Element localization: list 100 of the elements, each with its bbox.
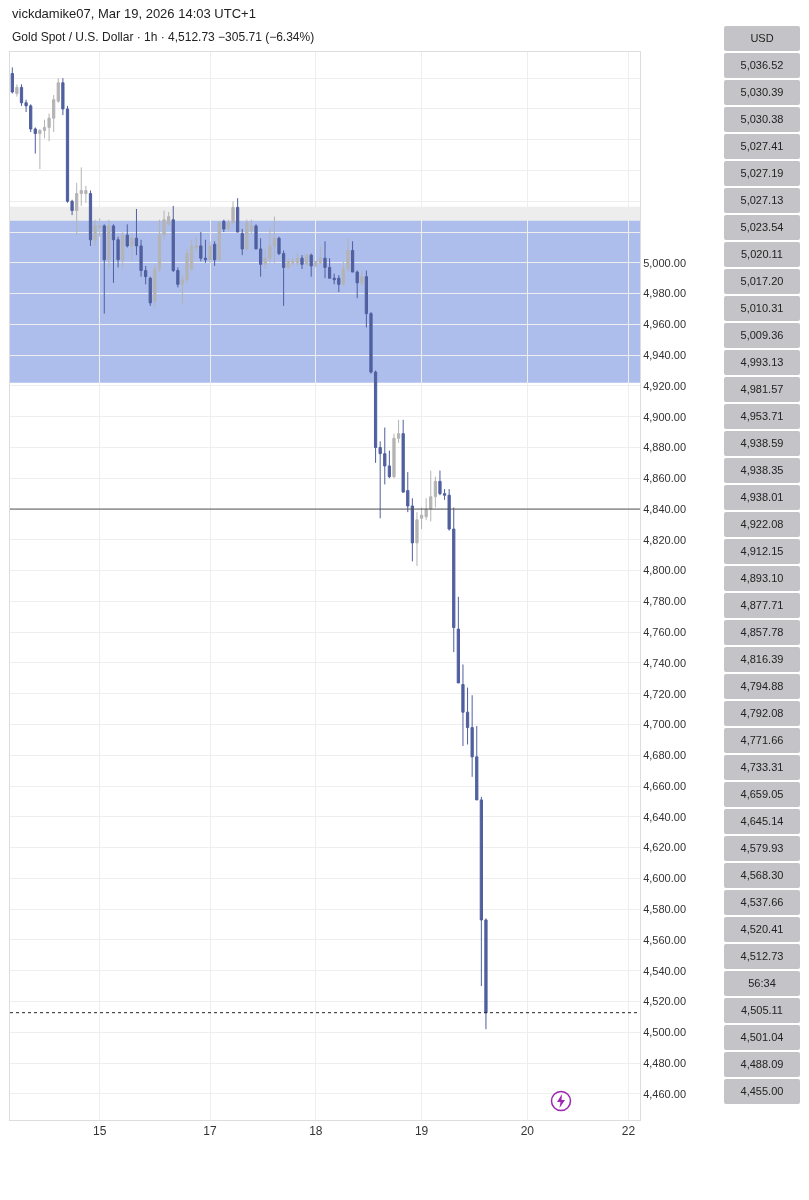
text: 4,501.04 (724, 1025, 800, 1050)
text: USD (724, 26, 800, 51)
y-tick-label: 4,740.00 (643, 656, 687, 669)
y-tick-label: 4,480.00 (643, 1056, 687, 1069)
y-tick-label: 4,500.00 (643, 1026, 687, 1039)
text: 4,877.71 (724, 593, 800, 618)
text: 4,981.57 (724, 377, 800, 402)
text: 4,455.00 (724, 1079, 800, 1104)
text: 5,027.19 (724, 161, 800, 186)
text: 5,027.13 (724, 188, 800, 213)
y-tick-label: 4,760.00 (643, 626, 687, 639)
text: 4,938.59 (724, 431, 800, 456)
y-tick-label: 4,580.00 (643, 903, 687, 916)
candlestick (15, 83, 19, 98)
x-tick-label: 22 (621, 1124, 636, 1139)
text: 4,537.66 (724, 890, 800, 915)
candlestick (148, 276, 152, 307)
y-tick-label: 4,640.00 (643, 810, 687, 823)
candlestick (429, 470, 433, 522)
candlestick (318, 245, 323, 265)
y-tick-label: 4,840.00 (643, 502, 687, 515)
chart-title: Gold Spot / U.S. Dollar · 1h · 4,512.73 −305.71 (−6.34%) (12, 30, 315, 44)
text: 4,579.93 (724, 836, 800, 861)
text: 56:34 (724, 971, 800, 996)
y-tick-label: 4,940.00 (643, 349, 687, 362)
candlestick (304, 253, 309, 267)
candlestick (93, 219, 97, 247)
candlestick (456, 596, 460, 684)
candlestick (236, 197, 240, 233)
candlestick (33, 126, 37, 155)
candlestick (240, 228, 244, 256)
candlestick (415, 511, 419, 567)
y-tick-label: 4,860.00 (643, 472, 687, 485)
candlestick (461, 663, 465, 747)
candlestick (10, 66, 14, 95)
text: 5,009.36 (724, 323, 800, 348)
candlestick (111, 223, 116, 284)
y-tick-label: 4,880.00 (643, 441, 687, 454)
y-tick-label: 4,800.00 (643, 564, 687, 577)
candlestick (75, 182, 79, 236)
text: 4,893.10 (724, 566, 800, 591)
candlestick (56, 77, 60, 104)
y-tick-label: 4,900.00 (643, 410, 687, 423)
text: 4,645.14 (724, 809, 800, 834)
candlestick (438, 470, 442, 496)
y-tick-label: 4,700.00 (643, 718, 687, 731)
text: 4,733.31 (724, 755, 800, 780)
text: 4,568.30 (724, 863, 800, 888)
text: 4,953.71 (724, 404, 800, 429)
text: 5,020.11 (724, 242, 800, 267)
text: 4,938.35 (724, 458, 800, 483)
text: 4,922.08 (724, 512, 800, 537)
candlestick (360, 270, 364, 287)
candlestick (309, 253, 313, 278)
y-tick-label: 4,980.00 (643, 287, 687, 300)
text: 5,030.38 (724, 107, 800, 132)
text: 4,857.78 (724, 620, 800, 645)
y-tick-label: 4,620.00 (643, 841, 687, 854)
text: 4,512.73 (724, 944, 800, 969)
candlestick (213, 240, 217, 267)
y-tick-label: 4,520.00 (643, 995, 687, 1008)
text: 4,792.08 (724, 701, 800, 726)
y-tick-label: 4,780.00 (643, 595, 687, 608)
candlestick (125, 223, 129, 248)
text: 5,027.41 (724, 134, 800, 159)
x-tick-label: 15 (92, 1124, 107, 1139)
candlestick (88, 190, 93, 247)
y-tick-label: 4,920.00 (643, 379, 687, 392)
y-tick-label: 4,600.00 (643, 872, 687, 885)
text: 4,938.01 (724, 485, 800, 510)
text: 4,488.09 (724, 1052, 800, 1077)
chart-subtitle: vickdamike07, Mar 19, 2026 14:03 UTC+1 (12, 6, 256, 21)
text: 5,036.52 (724, 53, 800, 78)
y-tick-label: 4,820.00 (643, 533, 687, 546)
text: 5,030.39 (724, 80, 800, 105)
x-tick-label: 18 (309, 1124, 323, 1139)
candlestick (208, 240, 212, 264)
y-tick-label: 4,460.00 (643, 1087, 687, 1100)
text: 5,010.31 (724, 296, 800, 321)
x-tick-label: 19 (414, 1124, 429, 1139)
candlestick (121, 231, 125, 270)
candlestick (222, 219, 226, 233)
candlestick (300, 254, 304, 270)
candlestick (323, 240, 327, 279)
text: 5,017.20 (724, 269, 800, 294)
text: 4,912.15 (724, 539, 800, 564)
y-tick-label: 4,560.00 (643, 933, 687, 946)
candlestick (102, 223, 106, 315)
text: 4,794.88 (724, 674, 800, 699)
y-tick-label: 4,680.00 (643, 749, 687, 762)
candlestick (245, 219, 249, 252)
text: 5,023.54 (724, 215, 800, 240)
y-tick-label: 4,660.00 (643, 779, 687, 792)
text: 4,993.13 (724, 350, 800, 375)
y-tick-label: 4,720.00 (643, 687, 687, 700)
candlestick (130, 233, 134, 261)
text: 4,505.11 (724, 998, 800, 1023)
candlestick (295, 253, 300, 267)
y-tick-label: 4,960.00 (643, 318, 687, 331)
candlestick (272, 216, 277, 264)
